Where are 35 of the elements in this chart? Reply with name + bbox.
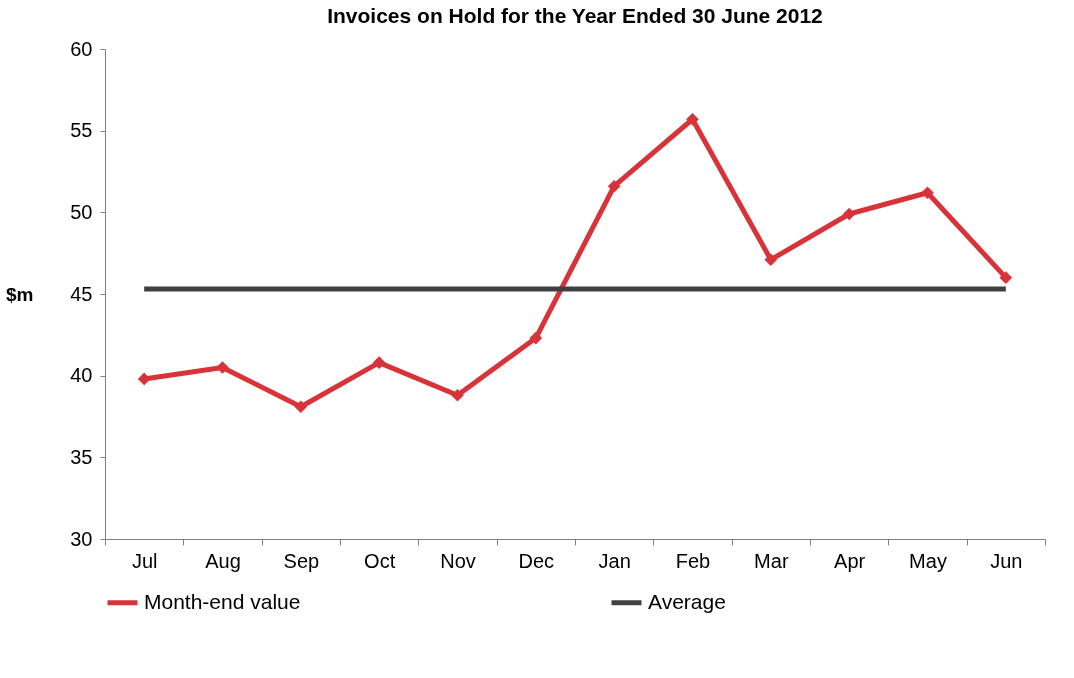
point <box>921 186 934 200</box>
point <box>372 356 386 369</box>
point <box>607 179 621 193</box>
y-tick-label: 55 <box>70 119 93 142</box>
x-tick-label: Aug <box>205 549 241 572</box>
x-tick-label: Apr <box>834 549 866 572</box>
y-tick-label: 30 <box>70 527 93 550</box>
x-tick-label: Sep <box>283 549 320 572</box>
x-tick-label: Nov <box>440 549 476 572</box>
x-tick-label: Dec <box>518 549 555 572</box>
point <box>529 331 543 345</box>
x-tick-label: Jun <box>990 549 1023 572</box>
point <box>999 271 1013 284</box>
point <box>451 388 464 402</box>
legend-label: Average <box>648 589 726 613</box>
chart-title: Invoices on Hold for the Year Ended 30 June 2012 <box>327 4 823 27</box>
y-tick-label: 45 <box>70 282 93 305</box>
x-tick-label: Oct <box>364 549 396 572</box>
y-tick-label: 60 <box>70 37 93 60</box>
x-tick-label: Mar <box>754 549 789 572</box>
point <box>842 207 856 221</box>
y-tick-label: 50 <box>70 200 93 223</box>
point <box>686 112 699 126</box>
y-axis-title: $m <box>6 283 34 305</box>
point <box>764 253 778 267</box>
point <box>137 372 151 386</box>
legend-label: Month-end value <box>144 589 301 613</box>
y-tick-label: 40 <box>70 364 93 387</box>
x-tick-label: Jul <box>131 549 158 572</box>
point <box>294 400 308 414</box>
x-tick-label: Jan <box>598 549 631 572</box>
y-tick-label: 35 <box>70 445 93 468</box>
point <box>216 361 229 374</box>
x-tick-label: May <box>909 549 947 572</box>
x-tick-label: Feb <box>675 549 711 572</box>
